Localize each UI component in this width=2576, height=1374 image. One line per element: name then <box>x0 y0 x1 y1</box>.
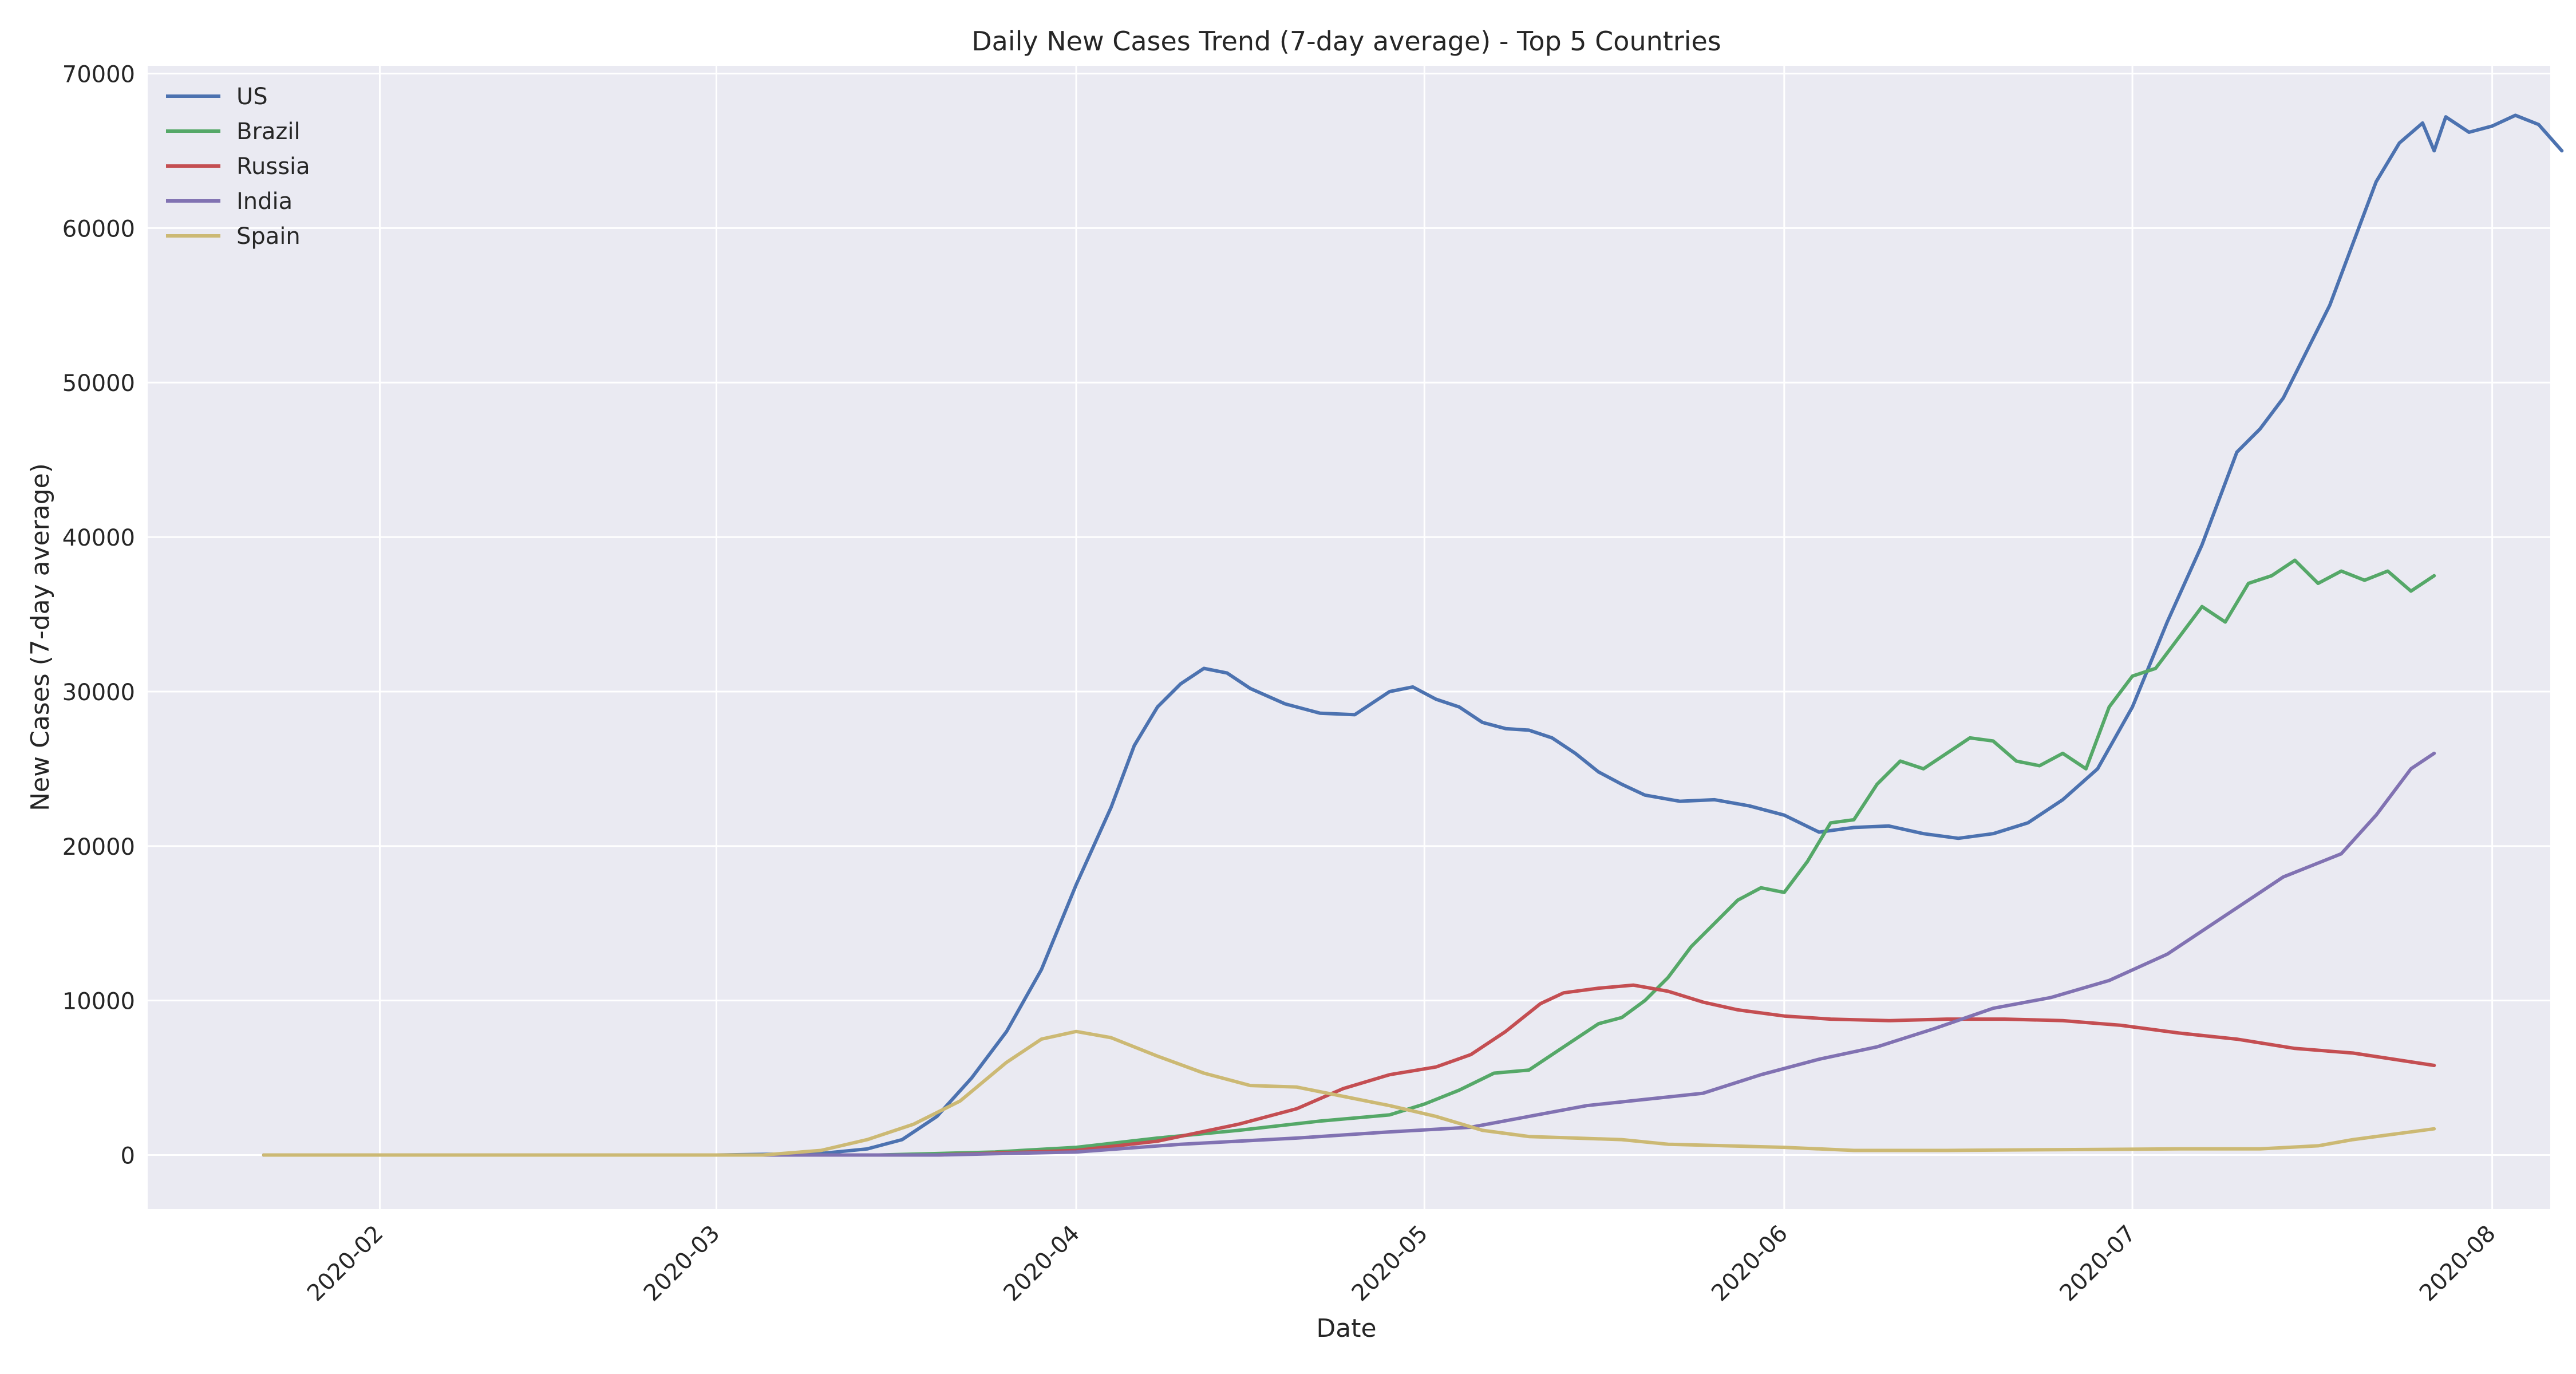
legend-label: India <box>236 188 293 215</box>
y-tick-label: 0 <box>121 1143 135 1170</box>
y-tick-label: 40000 <box>62 525 135 551</box>
series-line-russia <box>262 983 2436 1157</box>
series-line-brazil <box>262 558 2436 1157</box>
legend-label: Brazil <box>236 119 301 145</box>
y-axis-label: New Cases (7-day average) <box>26 463 55 811</box>
y-tick-label: 70000 <box>62 61 135 88</box>
x-axis-label: Date <box>1316 1314 1376 1343</box>
y-tick-label: 20000 <box>62 834 135 860</box>
y-tick-label: 10000 <box>62 989 135 1015</box>
y-tick-label: 50000 <box>62 370 135 397</box>
plot-area <box>148 66 2550 1209</box>
y-axis-ticks: 0 10000 20000 30000 40000 50000 60000 70000 <box>62 61 135 1169</box>
legend-label: Spain <box>236 223 301 250</box>
y-tick-label: 30000 <box>62 680 135 706</box>
legend-label: Russia <box>236 153 310 180</box>
series-lines <box>262 113 2564 1157</box>
series-line-spain <box>262 1029 2436 1157</box>
y-tick-label: 60000 <box>62 216 135 242</box>
series-line-india <box>262 751 2436 1157</box>
chart-title: Daily New Cases Trend (7-day average) - … <box>971 26 1721 57</box>
legend: US Brazil Russia India Spain <box>166 84 310 250</box>
series-line-us <box>262 113 2564 1157</box>
legend-label: US <box>236 84 268 110</box>
gridlines <box>148 66 2550 1209</box>
